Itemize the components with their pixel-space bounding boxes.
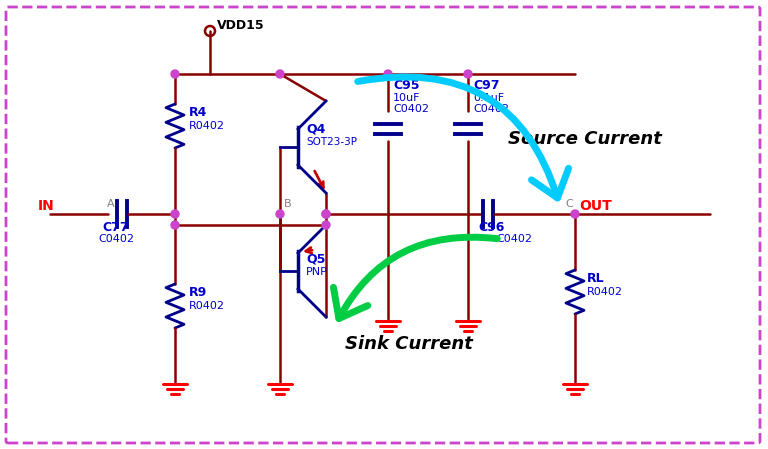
Text: 0.1uF: 0.1uF — [473, 93, 504, 103]
Text: R9: R9 — [189, 286, 207, 299]
Text: C96: C96 — [478, 221, 505, 234]
Text: VDD15: VDD15 — [217, 19, 265, 32]
Text: Q4: Q4 — [306, 123, 326, 136]
Text: C0402: C0402 — [473, 104, 509, 114]
Text: RL: RL — [587, 272, 604, 285]
Circle shape — [322, 210, 330, 218]
Text: Sink Current: Sink Current — [345, 335, 473, 353]
Circle shape — [171, 221, 179, 229]
Text: R0402: R0402 — [189, 301, 225, 311]
Text: C97: C97 — [473, 79, 499, 92]
Text: SOT23-3P: SOT23-3P — [306, 137, 357, 147]
Text: R0402: R0402 — [189, 121, 225, 131]
Text: C0402: C0402 — [98, 234, 134, 244]
Text: Q5: Q5 — [306, 253, 326, 266]
Circle shape — [171, 210, 179, 218]
Text: R4: R4 — [189, 106, 207, 119]
Text: Source Current: Source Current — [508, 130, 662, 148]
Circle shape — [571, 210, 579, 218]
Text: OUT: OUT — [579, 199, 612, 213]
FancyArrowPatch shape — [333, 237, 497, 318]
Text: 10uF: 10uF — [393, 93, 421, 103]
FancyArrowPatch shape — [358, 77, 568, 198]
Circle shape — [384, 70, 392, 78]
Text: R0402: R0402 — [587, 287, 623, 297]
Text: B: B — [284, 199, 292, 209]
Text: C77: C77 — [103, 221, 129, 234]
Circle shape — [276, 210, 284, 218]
Circle shape — [322, 221, 330, 229]
Text: PNP: PNP — [306, 267, 328, 277]
Circle shape — [276, 70, 284, 78]
Circle shape — [464, 70, 472, 78]
Text: C0402: C0402 — [496, 234, 532, 244]
Text: C95: C95 — [393, 79, 419, 92]
Text: IN: IN — [38, 199, 55, 213]
Circle shape — [171, 70, 179, 78]
Text: C: C — [565, 199, 573, 209]
Text: A: A — [107, 199, 114, 209]
Circle shape — [322, 210, 330, 218]
Text: C0402: C0402 — [393, 104, 429, 114]
